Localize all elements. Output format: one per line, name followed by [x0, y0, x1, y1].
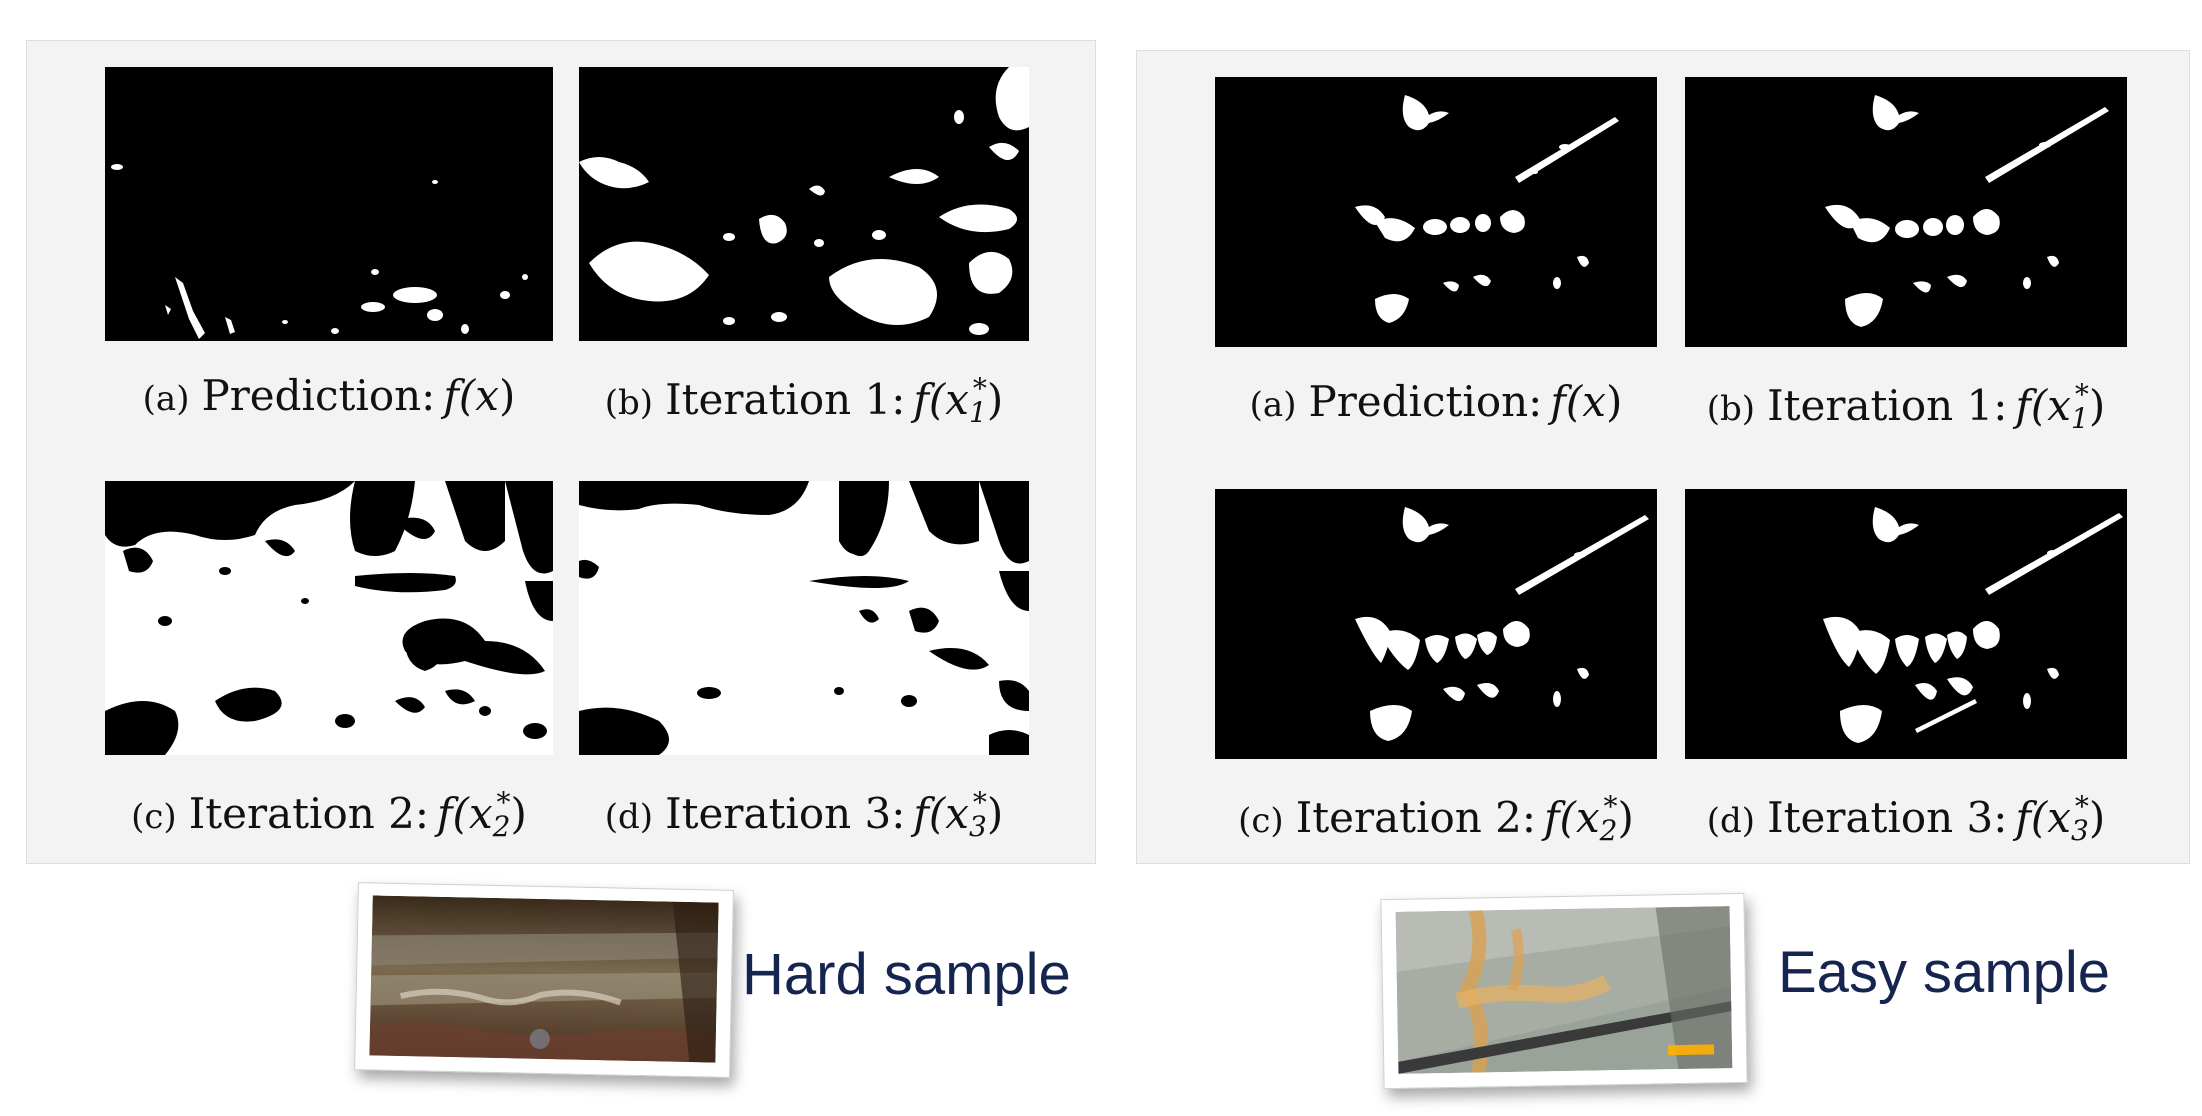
- caption-math-prefix: f(x: [443, 371, 499, 420]
- caption-text: Iteration 2:: [188, 789, 430, 838]
- caption-text: Iteration 3:: [1767, 793, 2008, 842]
- hard-sample-thumbnail: [369, 895, 719, 1063]
- caption-math-prefix: f(x: [1550, 377, 1606, 426]
- caption-math-suffix: ): [498, 371, 516, 420]
- caption-subscript: 1: [2071, 402, 2089, 435]
- easy-mask-iteration-2: [1215, 489, 1657, 759]
- caption-subscript: 2: [492, 810, 511, 843]
- hard-sample-panel: (a) Prediction: f(x): [26, 40, 1096, 864]
- caption-math-prefix: f(x: [2015, 381, 2071, 430]
- easy-mask-iteration-3: [1685, 489, 2127, 759]
- hard-mask-prediction: [105, 67, 553, 341]
- caption-math-suffix: ): [1617, 793, 1634, 842]
- easy-mask-iteration-1: [1685, 77, 2127, 347]
- easy-sample-photo: [1380, 892, 1748, 1090]
- caption-superscript: *: [1603, 790, 1618, 823]
- caption-text: Prediction:: [201, 371, 436, 420]
- hard-caption-d: (d) Iteration 3: f(x3*): [579, 789, 1029, 841]
- caption-superscript: *: [972, 372, 987, 405]
- easy-caption-b: (b) Iteration 1: f(x1*): [1685, 381, 2127, 433]
- easy-sample-label: Easy sample: [1778, 940, 2111, 1005]
- caption-subscript: 3: [2071, 814, 2089, 847]
- caption-subscript: 3: [969, 810, 987, 843]
- caption-math-prefix: f(x: [1544, 793, 1600, 842]
- caption-math: f(x): [443, 371, 515, 420]
- caption-math-suffix: ): [986, 375, 1004, 424]
- caption-math-suffix: ): [510, 789, 527, 838]
- easy-caption-a: (a) Prediction: f(x): [1215, 381, 1657, 423]
- hard-caption-c: (c) Iteration 2: f(x2*): [105, 789, 553, 841]
- caption-math: f(x3*): [913, 786, 1004, 841]
- caption-tag: (d): [604, 797, 654, 837]
- caption-text: Iteration 2:: [1295, 793, 1537, 842]
- caption-superscript: *: [972, 786, 987, 819]
- hard-caption-a: (a) Prediction: f(x): [105, 375, 553, 417]
- caption-math: f(x): [1550, 377, 1622, 426]
- caption-text: Iteration 1:: [665, 375, 906, 424]
- caption-math-suffix: ): [2088, 793, 2106, 842]
- caption-math: f(x1*): [913, 372, 1004, 427]
- hard-mask-iteration-2: [105, 481, 553, 755]
- caption-math-suffix: ): [986, 789, 1004, 838]
- caption-text: Iteration 1:: [1767, 381, 2008, 430]
- caption-math-prefix: f(x: [437, 789, 493, 838]
- easy-caption-c: (c) Iteration 2: f(x2*): [1215, 793, 1657, 845]
- caption-tag: (c): [131, 797, 177, 837]
- caption-math: f(x3*): [2015, 790, 2106, 845]
- easy-mask-prediction: [1215, 77, 1657, 347]
- caption-math-suffix: ): [2088, 381, 2106, 430]
- hard-mask-iteration-1: [579, 67, 1029, 341]
- caption-text: Prediction:: [1308, 377, 1543, 426]
- hard-mask-iteration-3: [579, 481, 1029, 755]
- caption-tag: (b): [604, 383, 654, 423]
- caption-math: f(x2*): [437, 786, 527, 841]
- caption-math-prefix: f(x: [2015, 793, 2071, 842]
- caption-math: f(x2*): [1544, 790, 1634, 845]
- caption-math-prefix: f(x: [913, 789, 969, 838]
- caption-math: f(x1*): [2015, 378, 2106, 433]
- hard-sample-photo: [354, 882, 734, 1078]
- caption-math-suffix: ): [1605, 377, 1623, 426]
- easy-caption-d: (d) Iteration 3: f(x3*): [1685, 793, 2127, 845]
- caption-text: Iteration 3:: [665, 789, 906, 838]
- easy-sample-thumbnail: [1395, 906, 1733, 1074]
- hard-sample-label: Hard sample: [742, 942, 1071, 1007]
- caption-tag: (b): [1706, 389, 1756, 429]
- caption-superscript: *: [496, 786, 511, 819]
- caption-tag: (a): [1249, 385, 1297, 425]
- caption-math-prefix: f(x: [913, 375, 969, 424]
- caption-superscript: *: [2074, 790, 2089, 823]
- easy-sample-panel: (a) Prediction: f(x) (b) Iteration 1:: [1136, 50, 2190, 864]
- caption-subscript: 1: [969, 396, 987, 429]
- caption-tag: (a): [142, 379, 190, 419]
- hard-caption-b: (b) Iteration 1: f(x1*): [579, 375, 1029, 427]
- caption-tag: (d): [1706, 801, 1756, 841]
- caption-superscript: *: [2074, 378, 2089, 411]
- caption-tag: (c): [1238, 801, 1284, 841]
- caption-subscript: 2: [1599, 814, 1618, 847]
